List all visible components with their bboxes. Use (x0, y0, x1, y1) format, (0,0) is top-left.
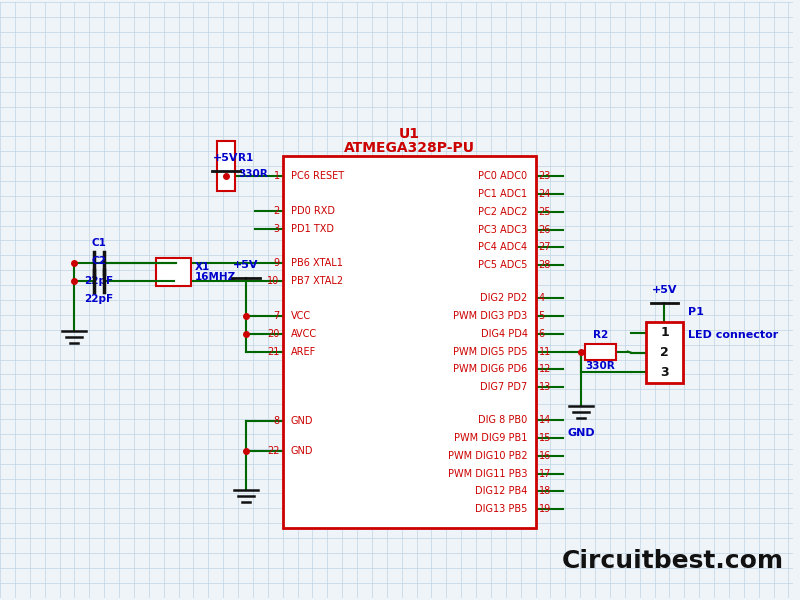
Text: 17: 17 (538, 469, 551, 479)
Text: R2: R2 (593, 329, 608, 340)
Text: PC1 ADC1: PC1 ADC1 (478, 189, 527, 199)
Text: 8: 8 (274, 416, 280, 426)
Text: 1: 1 (274, 171, 280, 181)
Bar (156, 259, 191, 286)
Text: 25: 25 (538, 207, 551, 217)
Text: 20: 20 (267, 329, 280, 339)
Text: 18: 18 (538, 487, 550, 496)
Text: 21: 21 (267, 347, 280, 356)
Text: 3: 3 (274, 224, 280, 233)
Text: 3: 3 (660, 366, 669, 379)
Text: 13: 13 (538, 382, 550, 392)
Text: 22pF: 22pF (85, 294, 114, 304)
Text: GND: GND (290, 416, 313, 426)
Text: C2: C2 (92, 256, 106, 266)
Text: 15: 15 (538, 433, 551, 443)
Text: PWM DIG11 PB3: PWM DIG11 PB3 (448, 469, 527, 479)
Text: 2: 2 (274, 206, 280, 216)
Text: GND: GND (567, 428, 595, 438)
Text: +5V: +5V (214, 153, 239, 163)
Text: PC5 ADC5: PC5 ADC5 (478, 260, 527, 270)
Text: U1: U1 (398, 127, 419, 142)
Text: 19: 19 (538, 504, 550, 514)
Text: 14: 14 (538, 415, 550, 425)
Text: DIG7 PD7: DIG7 PD7 (480, 382, 527, 392)
Text: 22pF: 22pF (85, 276, 114, 286)
Text: PWM DIG10 PB2: PWM DIG10 PB2 (448, 451, 527, 461)
Text: 330R: 330R (238, 169, 268, 179)
Text: PD1 TXD: PD1 TXD (290, 224, 334, 233)
Text: DIG2 PD2: DIG2 PD2 (480, 293, 527, 303)
Text: 4: 4 (538, 293, 545, 303)
Text: PWM DIG9 PB1: PWM DIG9 PB1 (454, 433, 527, 443)
Text: 7: 7 (274, 311, 280, 321)
Text: 9: 9 (274, 259, 280, 268)
Text: VCC: VCC (290, 311, 310, 321)
Text: PD0 RXD: PD0 RXD (290, 206, 334, 216)
Text: +5V: +5V (233, 260, 258, 270)
Text: 11: 11 (538, 347, 550, 356)
Bar (282, 156, 535, 528)
Bar (586, 344, 616, 359)
Text: PC0 ADC0: PC0 ADC0 (478, 171, 527, 181)
Text: P1: P1 (688, 307, 704, 317)
Text: Circuitbest.com: Circuitbest.com (562, 549, 783, 573)
Text: R1: R1 (238, 153, 254, 163)
Text: AREF: AREF (290, 347, 316, 356)
Text: AVCC: AVCC (290, 329, 317, 339)
Text: 27: 27 (538, 242, 551, 253)
Text: DIG4 PD4: DIG4 PD4 (481, 329, 527, 339)
Text: 5: 5 (538, 311, 545, 321)
Text: PC6 RESET: PC6 RESET (290, 171, 344, 181)
Text: 330R: 330R (586, 361, 615, 371)
Text: 10: 10 (267, 276, 280, 286)
Text: C1: C1 (92, 238, 106, 248)
Text: DIG 8 PB0: DIG 8 PB0 (478, 415, 527, 425)
Bar (646, 322, 683, 383)
Text: PWM DIG5 PD5: PWM DIG5 PD5 (453, 347, 527, 356)
Bar (217, 142, 235, 191)
Text: 16MHZ: 16MHZ (194, 272, 236, 282)
Text: PC3 ADC3: PC3 ADC3 (478, 224, 527, 235)
Text: PB7 XTAL2: PB7 XTAL2 (290, 276, 342, 286)
Text: PB6 XTAL1: PB6 XTAL1 (290, 259, 342, 268)
Text: 24: 24 (538, 189, 551, 199)
Text: ATMEGA328P-PU: ATMEGA328P-PU (343, 141, 474, 155)
Text: 12: 12 (538, 364, 551, 374)
Text: DIG13 PB5: DIG13 PB5 (475, 504, 527, 514)
Text: PWM DIG6 PD6: PWM DIG6 PD6 (454, 364, 527, 374)
Text: +5V: +5V (652, 285, 677, 295)
Text: 1: 1 (660, 326, 669, 339)
Text: 2: 2 (660, 346, 669, 359)
Text: PC2 ADC2: PC2 ADC2 (478, 207, 527, 217)
Text: X1: X1 (194, 262, 210, 272)
Text: LED connector: LED connector (688, 330, 778, 340)
Text: PC4 ADC4: PC4 ADC4 (478, 242, 527, 253)
Text: DIG12 PB4: DIG12 PB4 (475, 487, 527, 496)
Text: 23: 23 (538, 171, 551, 181)
Text: 22: 22 (267, 446, 280, 456)
Text: PWM DIG3 PD3: PWM DIG3 PD3 (454, 311, 527, 321)
Text: GND: GND (290, 446, 313, 456)
Text: 26: 26 (538, 224, 551, 235)
Text: 28: 28 (538, 260, 551, 270)
Text: 6: 6 (538, 329, 545, 339)
Text: 16: 16 (538, 451, 550, 461)
